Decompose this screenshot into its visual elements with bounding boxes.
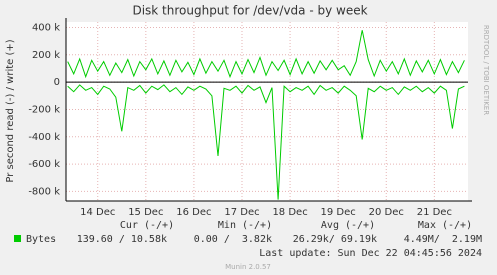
plot-area — [66, 22, 468, 201]
x-tick-label: 14 Dec — [80, 207, 115, 218]
series-line — [67, 84, 465, 200]
y-tick-label: -400 k — [28, 132, 60, 143]
x-tick-label: 16 Dec — [176, 207, 211, 218]
side-label: RRDTOOL / TOBI OETIKER — [482, 25, 490, 115]
y-tick-label: -600 k — [28, 159, 60, 170]
x-tick-label: 19 Dec — [321, 207, 356, 218]
legend-header: Avg (-/+) — [321, 220, 375, 231]
y-tick-label: 0 — [54, 77, 60, 88]
legend-entry: Bytes — [26, 234, 56, 245]
y-tick-label: -800 k — [28, 186, 60, 197]
legend-header: Cur (-/+) — [120, 220, 174, 231]
x-tick-label: 20 Dec — [369, 207, 404, 218]
legend-cell: 26.29k/ 69.19k — [293, 234, 377, 245]
x-tick-label: 18 Dec — [272, 207, 307, 218]
series-line — [67, 30, 465, 79]
x-tick-label: 21 Dec — [417, 207, 452, 218]
y-tick-label: 400 k — [32, 22, 60, 33]
y-tick-label: 200 k — [32, 50, 60, 61]
y-tick-label: -200 k — [28, 104, 60, 115]
y-axis-label: Pr second read (-) / write (+) — [5, 39, 16, 182]
x-tick-label: 17 Dec — [224, 207, 259, 218]
legend-cell: 0.00 / 3.82k — [194, 234, 272, 245]
last-update: Last update: Sun Dec 22 04:45:56 2024 — [259, 248, 482, 259]
chart-title: Disk throughput for /dev/vda - by week — [132, 4, 367, 18]
legend-cell: 139.60 / 10.58k — [77, 234, 167, 245]
legend-header: Max (-/+) — [418, 220, 472, 231]
footer: Munin 2.0.57 — [225, 263, 271, 271]
x-tick-label: 15 Dec — [128, 207, 163, 218]
legend-header: Min (-/+) — [218, 220, 272, 231]
legend-cell: 4.49M/ 2.19M — [404, 234, 482, 245]
legend-swatch — [14, 235, 21, 242]
